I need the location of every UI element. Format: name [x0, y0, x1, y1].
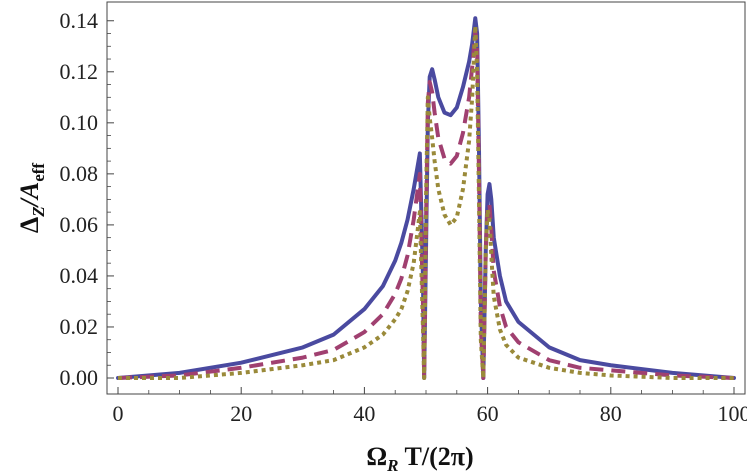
x-tick-label: 100: [718, 401, 747, 426]
y-tick-label: 0.08: [60, 161, 99, 186]
y-axis-label: ΔZ/Aeff: [15, 163, 48, 233]
y-tick-label: 0.10: [60, 110, 99, 135]
series-layer: [116, 16, 736, 380]
x-axis-label-sub: R: [386, 456, 398, 473]
x-tick-label: 60: [477, 401, 499, 426]
series-line-dashed: [117, 28, 735, 380]
y-axis-label-main: Δ: [15, 217, 44, 233]
x-tick-label: 80: [600, 401, 622, 426]
x-tick-label: 0: [113, 401, 124, 426]
y-tick-label: 0.02: [60, 314, 99, 339]
y-axis-label-sub1: Z: [29, 206, 48, 217]
y-axis-label-sub2: eff: [29, 163, 48, 182]
y-axis-label-mid: /A: [15, 182, 44, 209]
y-tick-label: 0.12: [60, 59, 99, 84]
series-line-solid: [116, 16, 736, 380]
y-tick-label: 0.00: [60, 365, 99, 390]
x-tick-label: 20: [230, 401, 252, 426]
x-tick-label: 40: [353, 401, 375, 426]
x-axis-label-rest: T/(2π): [399, 442, 474, 471]
y-tick-label: 0.06: [60, 212, 99, 237]
axis-ticks: 0 20 40 60 80 100 0.00 0.02 0.04 0.06 0.08 0.10 0.12…: [60, 8, 747, 426]
x-axis-label-main: Ω: [366, 442, 387, 471]
y-tick-label: 0.14: [60, 8, 99, 33]
x-axis-label: ΩR T/(2π): [366, 442, 473, 473]
y-tick-label: 0.04: [60, 263, 99, 288]
series-line-dotted: [118, 23, 734, 380]
